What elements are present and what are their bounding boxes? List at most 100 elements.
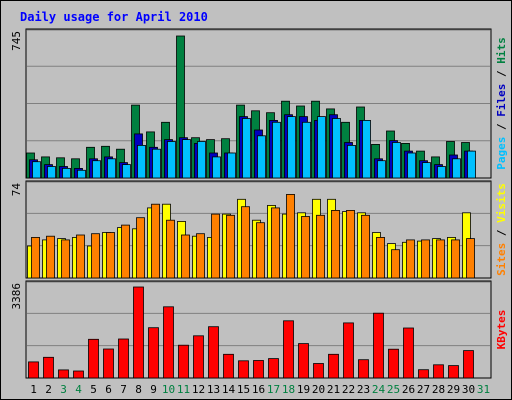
bar-kbytes-day-5 [88,338,99,379]
x-tick-label: 24 [372,383,386,396]
panel-bottom: 3386 KBytes [10,280,508,379]
x-tick-label: 18 [282,383,295,396]
bar-kbytes-day-23 [358,359,369,379]
bar-pages-day-7 [122,164,131,179]
bar-sites-day-10 [166,219,175,279]
bar-sites-day-15 [241,206,250,279]
label-separator: / [495,117,508,137]
x-tick-label: 26 [402,383,415,396]
bar-pages-day-6 [107,158,116,179]
bar-kbytes-day-2 [43,356,54,379]
bar-sites-day-3 [61,239,70,279]
bar-pages-day-12 [197,141,206,179]
bar-kbytes-day-20 [313,363,324,379]
legend-visits: Visits [495,183,508,223]
bar-sites-day-23 [361,214,370,279]
bar-kbytes-day-30 [463,350,474,379]
x-tick-label: 28 [432,383,445,396]
panel-max-label: 74 [10,183,23,197]
x-tick-label: 30 [462,383,475,396]
bar-kbytes-day-28 [433,364,444,379]
bar-pages-day-9 [152,148,161,179]
bar-sites-day-20 [316,214,325,279]
x-tick-label: 3 [60,383,67,396]
bar-pages-day-18 [287,116,296,179]
panel-right-label: Sites / Visits [495,183,508,276]
bar-kbytes-day-25 [388,348,399,379]
x-tick-label: 10 [162,383,175,396]
bar-kbytes-day-16 [253,360,264,379]
bar-kbytes-day-19 [298,343,309,379]
bar-sites-day-16 [256,222,265,279]
bar-sites-day-11 [181,234,190,279]
x-axis-labels: 1 2 3 4 5 6 7 8 9 10 11 12 13 14 15 16 17 18 19 20 21 22 23 24 2… [30,383,490,396]
x-tick-label: 21 [327,383,340,396]
x-tick-label: 31 [477,383,490,396]
bar-kbytes-day-1 [28,361,39,379]
bar-pages-day-13 [212,156,221,179]
bar-pages-day-25 [392,142,401,179]
bar-pages-day-8 [137,144,146,179]
bar-kbytes-day-15 [238,360,249,379]
bar-pages-day-17 [272,121,281,179]
x-tick-label: 20 [312,383,325,396]
chart-title: Daily usage for April 2010 [20,10,208,24]
bar-kbytes-day-7 [118,338,129,379]
x-tick-label: 19 [297,383,310,396]
bar-pages-day-30 [467,150,476,179]
bar-sites-day-17 [271,207,280,279]
panel-middle: 74 Sites / Visits [10,180,508,279]
x-tick-label: 9 [150,383,157,396]
bar-kbytes-day-26 [403,327,414,379]
bar-kbytes-day-6 [103,348,114,379]
legend-kbytes: KBytes [495,310,508,350]
bar-kbytes-day-11 [178,344,189,379]
x-tick-label: 17 [267,383,280,396]
bar-pages-day-15 [242,118,251,179]
x-tick-label: 27 [417,383,430,396]
bar-pages-day-16 [257,135,266,179]
legend-files: Files [495,84,508,117]
x-tick-label: 25 [387,383,400,396]
bar-pages-day-2 [47,166,56,179]
bar-pages-day-21 [332,118,341,179]
bar-kbytes-day-12 [193,335,204,379]
bar-kbytes-day-9 [148,327,159,379]
x-tick-label: 23 [357,383,370,396]
x-tick-label: 4 [75,383,82,396]
bar-sites-day-6 [106,232,115,279]
bar-pages-day-20 [317,116,326,179]
x-tick-label: 16 [252,383,265,396]
bar-sites-day-12 [196,233,205,279]
x-tick-label: 29 [447,383,460,396]
chart-panels: 745 Pages / Files / Hits 74 Sites / Visits 3… [10,28,508,379]
bar-sites-day-19 [301,216,310,279]
bar-sites-day-28 [436,239,445,279]
label-separator: / [495,64,508,84]
bar-sites-day-18 [286,193,295,279]
bar-pages-day-22 [347,144,356,179]
bar-pages-day-29 [452,158,461,179]
bar-sites-day-27 [421,239,430,279]
x-tick-label: 7 [120,383,127,396]
legend-sites: Sites [495,243,508,276]
bar-sites-day-2 [46,235,55,279]
bar-kbytes-day-10 [163,306,174,379]
bar-sites-day-5 [91,233,100,279]
bar-pages-day-26 [407,152,416,179]
x-tick-label: 11 [177,383,190,396]
bar-pages-day-4 [77,169,86,179]
bar-kbytes-day-14 [223,353,234,379]
bar-sites-day-9 [151,203,160,279]
x-tick-label: 13 [207,383,220,396]
bar-pages-day-10 [167,141,176,179]
bar-sites-day-14 [226,214,235,279]
x-tick-label: 5 [90,383,97,396]
x-tick-label: 6 [105,383,112,396]
bar-sites-day-8 [136,217,145,279]
label-separator: / [495,223,508,243]
bar-kbytes-day-21 [328,353,339,379]
bar-kbytes-day-4 [73,370,84,379]
x-tick-label: 22 [342,383,355,396]
